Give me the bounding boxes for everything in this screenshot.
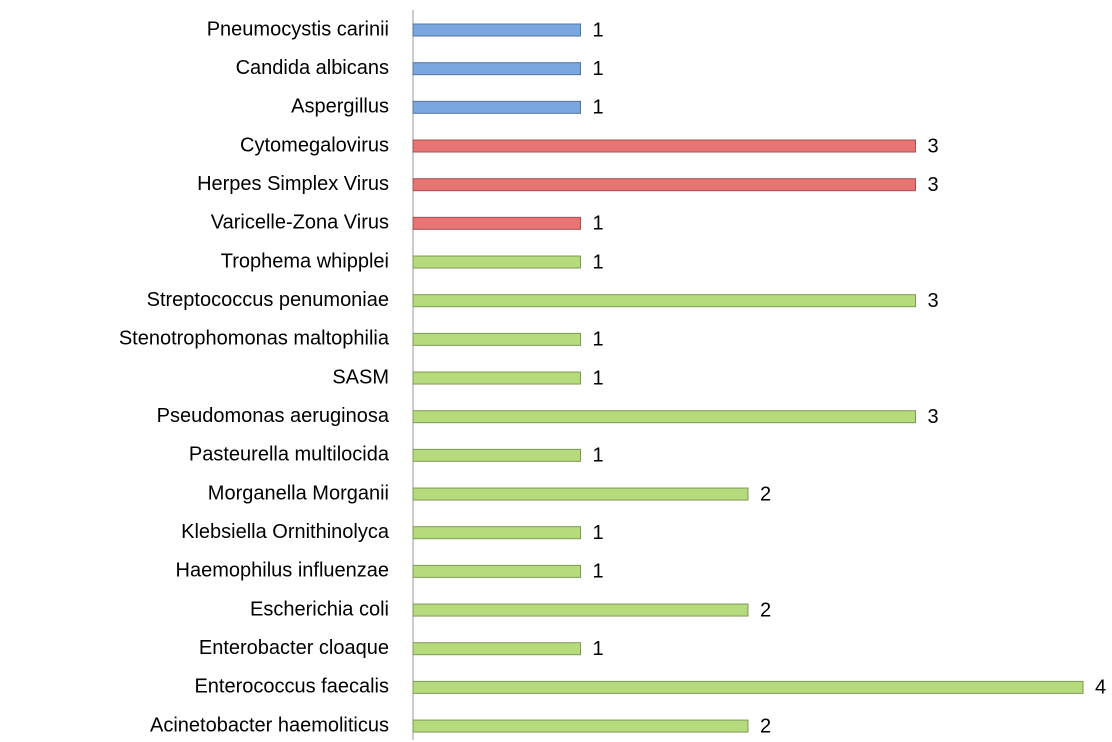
bar bbox=[412, 255, 581, 269]
bar bbox=[412, 371, 581, 385]
value-label: 1 bbox=[593, 19, 604, 41]
bar bbox=[412, 294, 916, 308]
bar bbox=[412, 448, 581, 462]
bar bbox=[412, 139, 916, 153]
category-label: Morganella Morganii bbox=[208, 482, 389, 504]
category-label: Klebsiella Ornithinolyca bbox=[181, 521, 390, 543]
category-label: Escherichia coli bbox=[250, 598, 389, 620]
category-label: Herpes Simplex Virus bbox=[197, 173, 389, 195]
bar bbox=[412, 178, 916, 192]
value-label: 1 bbox=[593, 213, 604, 235]
bar bbox=[412, 100, 581, 114]
value-label: 3 bbox=[928, 406, 939, 428]
category-label: Aspergillus bbox=[291, 96, 389, 118]
bar bbox=[412, 216, 581, 230]
value-label: 4 bbox=[1095, 677, 1106, 699]
category-label: SASM bbox=[332, 366, 389, 388]
value-label: 1 bbox=[593, 522, 604, 544]
value-label: 3 bbox=[928, 135, 939, 157]
value-label: 2 bbox=[760, 599, 771, 621]
bar bbox=[412, 23, 581, 37]
category-label: Cytomegalovirus bbox=[240, 134, 389, 156]
value-label: 1 bbox=[593, 58, 604, 80]
category-label: Streptococcus penumoniae bbox=[147, 289, 389, 311]
value-label: 3 bbox=[928, 290, 939, 312]
category-label: Enterobacter cloaque bbox=[199, 637, 389, 659]
value-label: 1 bbox=[593, 329, 604, 351]
category-label: Pseudomonas aeruginosa bbox=[157, 405, 390, 427]
bar bbox=[412, 719, 749, 733]
category-label: Varicelle-Zona Virus bbox=[211, 212, 389, 234]
value-label: 1 bbox=[593, 638, 604, 660]
bar bbox=[412, 332, 581, 346]
category-label: Haemophilus influenzae bbox=[176, 560, 389, 582]
value-label: 2 bbox=[760, 715, 771, 737]
bar bbox=[412, 526, 581, 540]
bar bbox=[412, 564, 581, 578]
category-label: Trophema whipplei bbox=[221, 250, 389, 272]
category-label: Acinetobacter haemoliticus bbox=[150, 714, 389, 736]
value-label: 1 bbox=[593, 97, 604, 119]
value-label: 2 bbox=[760, 483, 771, 505]
bar bbox=[412, 410, 916, 424]
bar bbox=[412, 62, 581, 76]
value-label: 3 bbox=[928, 174, 939, 196]
category-label: Enterococcus faecalis bbox=[194, 676, 389, 698]
value-label: 1 bbox=[593, 445, 604, 467]
bar bbox=[412, 487, 749, 501]
value-label: 1 bbox=[593, 251, 604, 273]
value-label: 1 bbox=[593, 561, 604, 583]
bar bbox=[412, 680, 1084, 694]
category-label: Stenotrophomonas maltophilia bbox=[119, 328, 390, 350]
bar bbox=[412, 603, 749, 617]
category-label: Pneumocystis carinii bbox=[207, 18, 389, 40]
category-label: Candida albicans bbox=[236, 57, 389, 79]
category-label: Pasteurella multilocida bbox=[189, 444, 390, 466]
value-label: 1 bbox=[593, 367, 604, 389]
bar bbox=[412, 642, 581, 656]
